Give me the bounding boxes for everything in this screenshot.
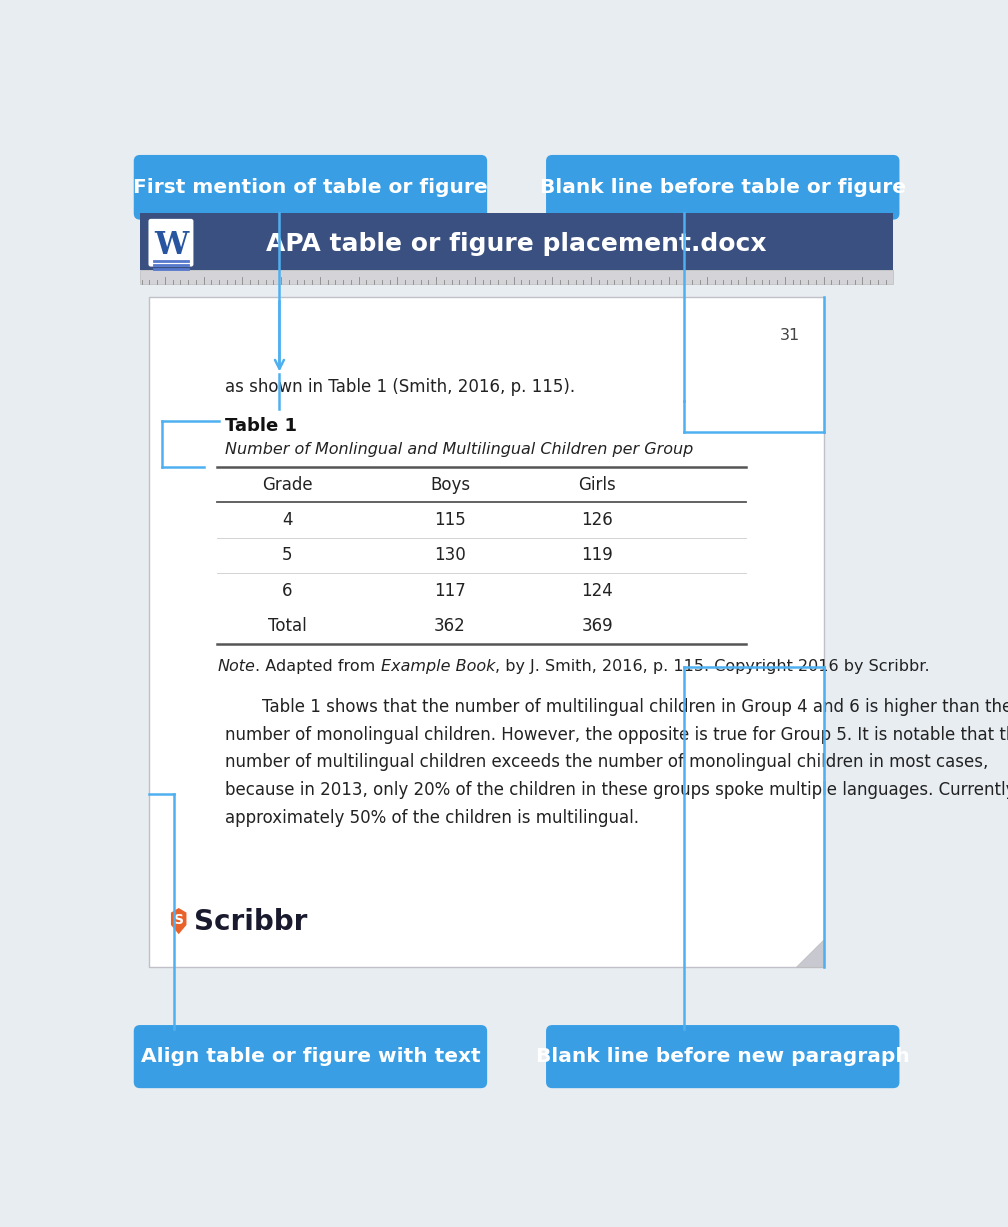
Text: 362: 362	[434, 617, 466, 636]
Text: Boys: Boys	[429, 476, 470, 493]
FancyBboxPatch shape	[134, 155, 487, 220]
Text: 369: 369	[582, 617, 613, 636]
Text: 31: 31	[780, 329, 800, 344]
Bar	[140, 213, 893, 270]
Text: APA table or figure placement.docx: APA table or figure placement.docx	[266, 232, 767, 256]
Text: , by J. Smith, 2016, p. 115. Copyright 2016 by Scribbr.: , by J. Smith, 2016, p. 115. Copyright 2…	[495, 659, 929, 675]
Text: 6: 6	[282, 582, 292, 600]
Text: Girls: Girls	[579, 476, 616, 493]
Text: Total: Total	[268, 617, 306, 636]
Text: 119: 119	[582, 546, 613, 564]
FancyBboxPatch shape	[134, 1025, 487, 1088]
Text: Blank line before table or figure: Blank line before table or figure	[539, 178, 906, 196]
Text: W: W	[154, 229, 188, 260]
Text: 117: 117	[434, 582, 466, 600]
Text: 130: 130	[434, 546, 466, 564]
Text: Number of Monlingual and Multilingual Children per Group: Number of Monlingual and Multilingual Ch…	[225, 443, 694, 458]
Text: Example Book: Example Book	[381, 659, 495, 675]
Text: Blank line before new paragraph: Blank line before new paragraph	[536, 1047, 909, 1066]
Text: Align table or figure with text: Align table or figure with text	[141, 1047, 480, 1066]
Text: S: S	[173, 913, 183, 928]
Text: 124: 124	[582, 582, 613, 600]
Text: Scribbr: Scribbr	[195, 908, 307, 936]
Text: 115: 115	[434, 510, 466, 529]
Text: Grade: Grade	[262, 476, 312, 493]
Polygon shape	[796, 940, 824, 967]
Text: approximately 50% of the children is multilingual.: approximately 50% of the children is mul…	[225, 809, 639, 827]
Text: Note: Note	[218, 659, 255, 675]
Bar	[149, 297, 824, 967]
Text: 126: 126	[582, 510, 613, 529]
Text: number of monolingual children. However, the opposite is true for Group 5. It is: number of monolingual children. However,…	[225, 725, 1008, 744]
Polygon shape	[171, 908, 186, 934]
Text: number of multilingual children exceeds the number of monolingual children in mo: number of multilingual children exceeds …	[225, 753, 989, 772]
Text: because in 2013, only 20% of the children in these groups spoke multiple languag: because in 2013, only 20% of the childre…	[225, 782, 1008, 799]
Text: as shown in Table 1 (Smith, 2016, p. 115).: as shown in Table 1 (Smith, 2016, p. 115…	[225, 378, 576, 396]
FancyBboxPatch shape	[546, 1025, 899, 1088]
Text: Table 1 shows that the number of multilingual children in Group 4 and 6 is highe: Table 1 shows that the number of multili…	[262, 698, 1008, 717]
FancyBboxPatch shape	[546, 155, 899, 220]
FancyBboxPatch shape	[148, 218, 194, 266]
Bar	[140, 270, 893, 285]
Text: 4: 4	[282, 510, 292, 529]
Text: Table 1: Table 1	[225, 417, 297, 436]
Text: . Adapted from: . Adapted from	[255, 659, 381, 675]
Text: First mention of table or figure: First mention of table or figure	[133, 178, 488, 196]
Text: 5: 5	[282, 546, 292, 564]
